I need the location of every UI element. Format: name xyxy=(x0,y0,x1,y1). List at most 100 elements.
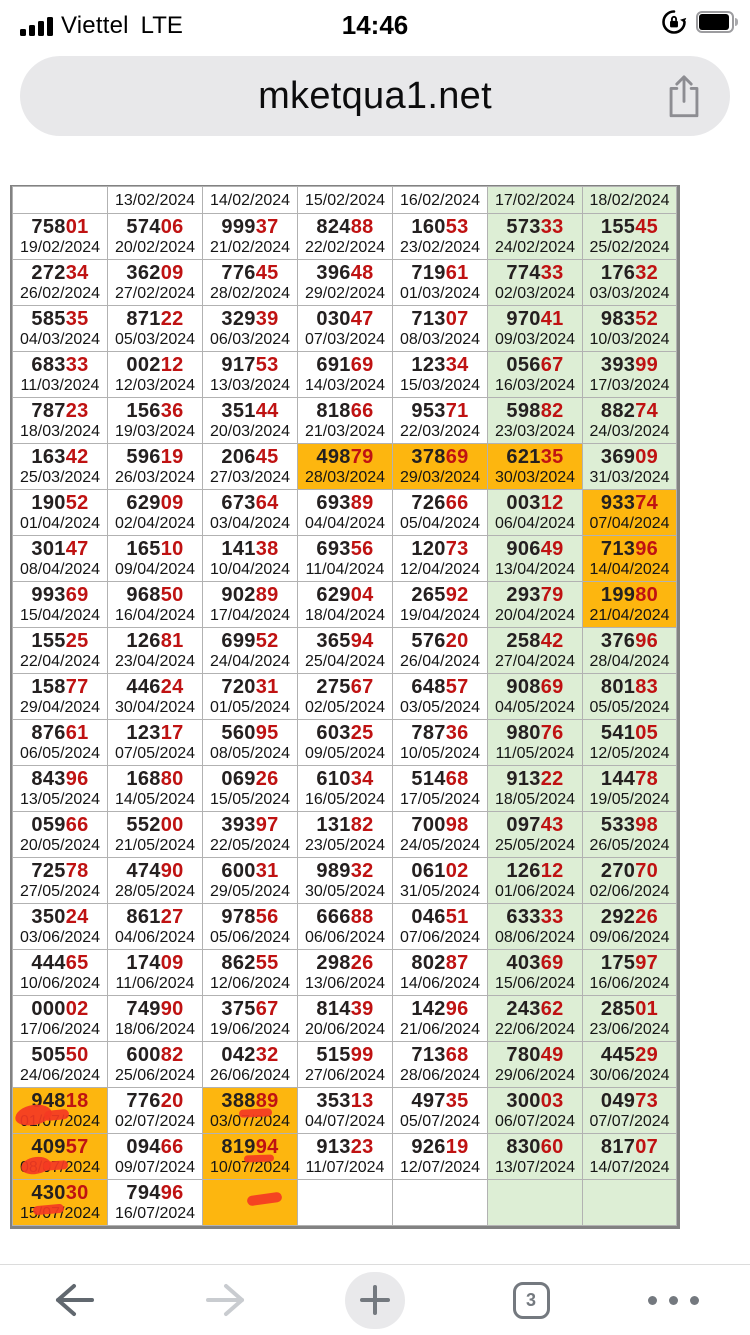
result-number: 16510 xyxy=(126,537,184,560)
result-date: 24/04/2024 xyxy=(209,652,291,670)
result-number: 92619 xyxy=(411,1135,469,1158)
result-date: 01/05/2024 xyxy=(209,698,291,716)
result-number: 09743 xyxy=(506,813,564,836)
clock: 14:46 xyxy=(341,10,409,40)
result-number: 67364 xyxy=(221,491,279,514)
result-cell: 55200 21/05/2024 xyxy=(107,811,203,858)
result-date: 01/04/2024 xyxy=(19,514,101,532)
result-date: 10/05/2024 xyxy=(399,744,481,762)
result-number: 49735 xyxy=(411,1089,469,1112)
result-number: 27567 xyxy=(316,675,374,698)
forward-button[interactable] xyxy=(198,1265,254,1335)
result-cell: 00212 12/03/2024 xyxy=(107,351,203,398)
result-number: 36594 xyxy=(316,629,374,652)
result-cell: 71961 01/03/2024 xyxy=(392,259,488,306)
result-number: 16053 xyxy=(411,215,469,238)
result-cell: 37696 28/04/2024 xyxy=(582,627,677,674)
result-cell: 97041 09/03/2024 xyxy=(487,305,583,352)
result-number: 12334 xyxy=(411,353,469,376)
share-icon[interactable] xyxy=(664,74,704,120)
result-cell: 61034 16/05/2024 xyxy=(297,765,393,812)
lottery-results-table: 13/02/2024 14/02/2024 15/02/2024 16/02/2024… xyxy=(12,186,677,1226)
result-date: 01/06/2024 xyxy=(494,882,576,900)
result-number: 24362 xyxy=(506,997,564,1020)
date-header-cell xyxy=(12,186,108,214)
tab-count: 3 xyxy=(525,1289,536,1310)
result-number: 00212 xyxy=(126,353,184,376)
result-date: 08/06/2024 xyxy=(494,928,576,946)
result-number: 44624 xyxy=(126,675,184,698)
result-number: 51599 xyxy=(316,1043,374,1066)
result-cell: 71368 28/06/2024 xyxy=(392,1041,488,1088)
result-cell: 77433 02/03/2024 xyxy=(487,259,583,306)
result-date: 15/03/2024 xyxy=(399,376,481,394)
result-cell xyxy=(392,1179,488,1226)
address-bar[interactable]: mketqua1.net xyxy=(20,56,730,136)
table-row: 94818 01/07/2024 77620 02/07/2024 38889 03/07… xyxy=(12,1087,677,1134)
result-date: 10/07/2024 xyxy=(209,1158,291,1176)
result-cell: 59882 23/03/2024 xyxy=(487,397,583,444)
table-row: 58535 04/03/2024 87122 05/03/2024 32939 06/03… xyxy=(12,305,677,352)
table-row: 27234 26/02/2024 36209 27/02/2024 77645 28/02… xyxy=(12,259,677,306)
result-cell: 12317 07/05/2024 xyxy=(107,719,203,766)
result-date: 28/06/2024 xyxy=(399,1066,481,1084)
result-cell: 29379 20/04/2024 xyxy=(487,581,583,628)
result-cell: 91753 13/03/2024 xyxy=(202,351,298,398)
result-number: 54105 xyxy=(600,721,659,744)
result-number: 97856 xyxy=(221,905,279,928)
result-number: 05966 xyxy=(31,813,89,836)
result-date: 15/06/2024 xyxy=(494,974,576,992)
result-cell: 90649 13/04/2024 xyxy=(487,535,583,582)
result-number: 69389 xyxy=(316,491,374,514)
result-number: 15877 xyxy=(31,675,89,698)
result-cell: 95371 22/03/2024 xyxy=(392,397,488,444)
result-number: 59882 xyxy=(506,399,564,422)
result-date: 11/03/2024 xyxy=(20,376,100,394)
result-cell: 57406 20/02/2024 xyxy=(107,213,203,260)
back-button[interactable] xyxy=(46,1265,102,1335)
new-tab-button[interactable] xyxy=(345,1265,405,1335)
result-cell: 16880 14/05/2024 xyxy=(107,765,203,812)
result-date: 24/05/2024 xyxy=(399,836,481,854)
result-number: 81994 xyxy=(221,1135,279,1158)
annotation-mark xyxy=(243,1154,275,1163)
rotation-lock-icon xyxy=(662,10,687,34)
result-number: 72578 xyxy=(31,859,89,882)
result-number: 12073 xyxy=(411,537,469,560)
result-date: 25/05/2024 xyxy=(494,836,576,854)
result-cell: 78049 29/06/2024 xyxy=(487,1041,583,1088)
result-cell: 92619 12/07/2024 xyxy=(392,1133,488,1180)
result-cell: 47490 28/05/2024 xyxy=(107,857,203,904)
result-number: 00312 xyxy=(506,491,564,514)
date-header-cell: 16/02/2024 xyxy=(392,186,488,214)
result-number: 90289 xyxy=(221,583,279,606)
result-date: 12/07/2024 xyxy=(399,1158,481,1176)
table-row: 15877 29/04/2024 44624 30/04/2024 72031 01/05… xyxy=(12,673,677,720)
result-date: 03/06/2024 xyxy=(19,928,101,946)
result-number: 90869 xyxy=(506,675,564,698)
result-number: 71961 xyxy=(411,261,469,284)
result-cell: 77620 02/07/2024 xyxy=(107,1087,203,1134)
result-number: 69952 xyxy=(221,629,279,652)
result-number: 13182 xyxy=(316,813,374,836)
result-date: 31/03/2024 xyxy=(589,468,670,486)
result-cell: 91323 11/07/2024 xyxy=(297,1133,393,1180)
result-number: 57406 xyxy=(126,215,184,238)
tabs-button[interactable]: 3 xyxy=(511,1265,551,1335)
result-date: 16/06/2024 xyxy=(589,974,670,992)
result-cell: 63333 08/06/2024 xyxy=(487,903,583,950)
annotation-mark xyxy=(238,1108,273,1118)
table-row: 35024 03/06/2024 86127 04/06/2024 97856 05/06… xyxy=(12,903,677,950)
result-cell: 04973 07/07/2024 xyxy=(582,1087,677,1134)
results-table-container[interactable]: 13/02/2024 14/02/2024 15/02/2024 16/02/2024… xyxy=(10,185,680,1229)
result-cell: 81866 21/03/2024 xyxy=(297,397,393,444)
result-number: 17409 xyxy=(126,951,184,974)
result-date: 07/04/2024 xyxy=(589,514,670,532)
result-cell: 57333 24/02/2024 xyxy=(487,213,583,260)
result-date: 04/05/2024 xyxy=(494,698,576,716)
result-date: 27/02/2024 xyxy=(114,284,196,302)
more-options-button[interactable] xyxy=(645,1265,701,1335)
result-date: 30/06/2024 xyxy=(589,1066,670,1084)
result-cell: 58535 04/03/2024 xyxy=(12,305,108,352)
result-date: 24/03/2024 xyxy=(589,422,670,440)
